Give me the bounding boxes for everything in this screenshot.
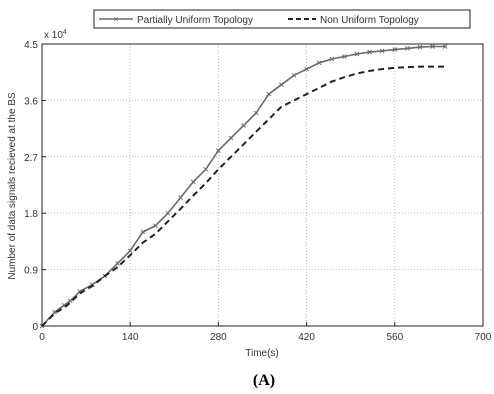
plot-area	[41, 43, 484, 327]
data-point	[140, 229, 146, 235]
data-point	[241, 123, 246, 128]
data-point	[367, 49, 372, 55]
data-point	[165, 210, 171, 216]
data-point	[354, 51, 360, 57]
data-point	[392, 47, 398, 52]
data-point	[266, 91, 272, 97]
x-tick-label: 140	[122, 332, 139, 343]
legend: × Partially Uniform Topology Non Uniform…	[93, 9, 471, 29]
panel-label: (A)	[253, 372, 275, 389]
data-point	[52, 309, 57, 315]
legend-label-non-uniform: Non Uniform Topology	[320, 15, 419, 26]
data-point	[342, 54, 347, 59]
y-tick-label: 2.7	[24, 153, 38, 164]
y-tick-label: 1.8	[24, 209, 38, 220]
data-point	[153, 223, 158, 229]
x-axis-label: Time(s)	[245, 348, 279, 359]
data-point	[405, 46, 410, 51]
data-point	[115, 260, 120, 266]
y-tick-label: 4.5	[24, 40, 38, 51]
series-layer	[39, 44, 448, 329]
data-point	[291, 72, 297, 78]
data-point	[203, 166, 209, 172]
y-tick-label: 0	[32, 322, 38, 333]
data-point	[442, 44, 448, 49]
data-point	[379, 48, 385, 54]
x-tick-label: 420	[298, 332, 315, 343]
data-point	[67, 298, 73, 304]
data-point	[316, 60, 322, 66]
x-tick-label: 700	[475, 332, 492, 343]
data-point	[228, 135, 234, 141]
series-line-non-uniform	[41, 65, 446, 327]
y-tick-label: 0.9	[24, 266, 38, 277]
data-point	[127, 248, 133, 254]
x-tick-label: 0	[39, 332, 45, 343]
x-tick-label: 280	[210, 332, 227, 343]
data-point	[216, 148, 221, 153]
y-axis-label: Number of data signals recieved at the B…	[7, 92, 18, 280]
data-point	[253, 110, 259, 116]
data-point	[417, 44, 423, 50]
data-point	[329, 56, 335, 62]
y-tick-label: 3.6	[24, 96, 38, 107]
grid	[42, 44, 483, 326]
legend-marker-partially-uniform: ×	[113, 14, 118, 24]
legend-label-partially-uniform: Partially Uniform Topology	[137, 15, 253, 26]
data-point	[190, 179, 196, 185]
x-tick-label: 560	[386, 332, 403, 343]
data-point	[279, 82, 284, 88]
data-point	[430, 44, 435, 49]
legend-box	[93, 9, 471, 29]
data-point	[304, 66, 309, 72]
data-point	[178, 195, 183, 200]
ticks-layer: 0 140 280 420 560 700 0 0.9 1.8 2.7 3.6 4.5	[24, 40, 492, 343]
series-line-partially-uniform	[41, 45, 446, 327]
y-axis-multiplier: x 104	[44, 29, 67, 41]
